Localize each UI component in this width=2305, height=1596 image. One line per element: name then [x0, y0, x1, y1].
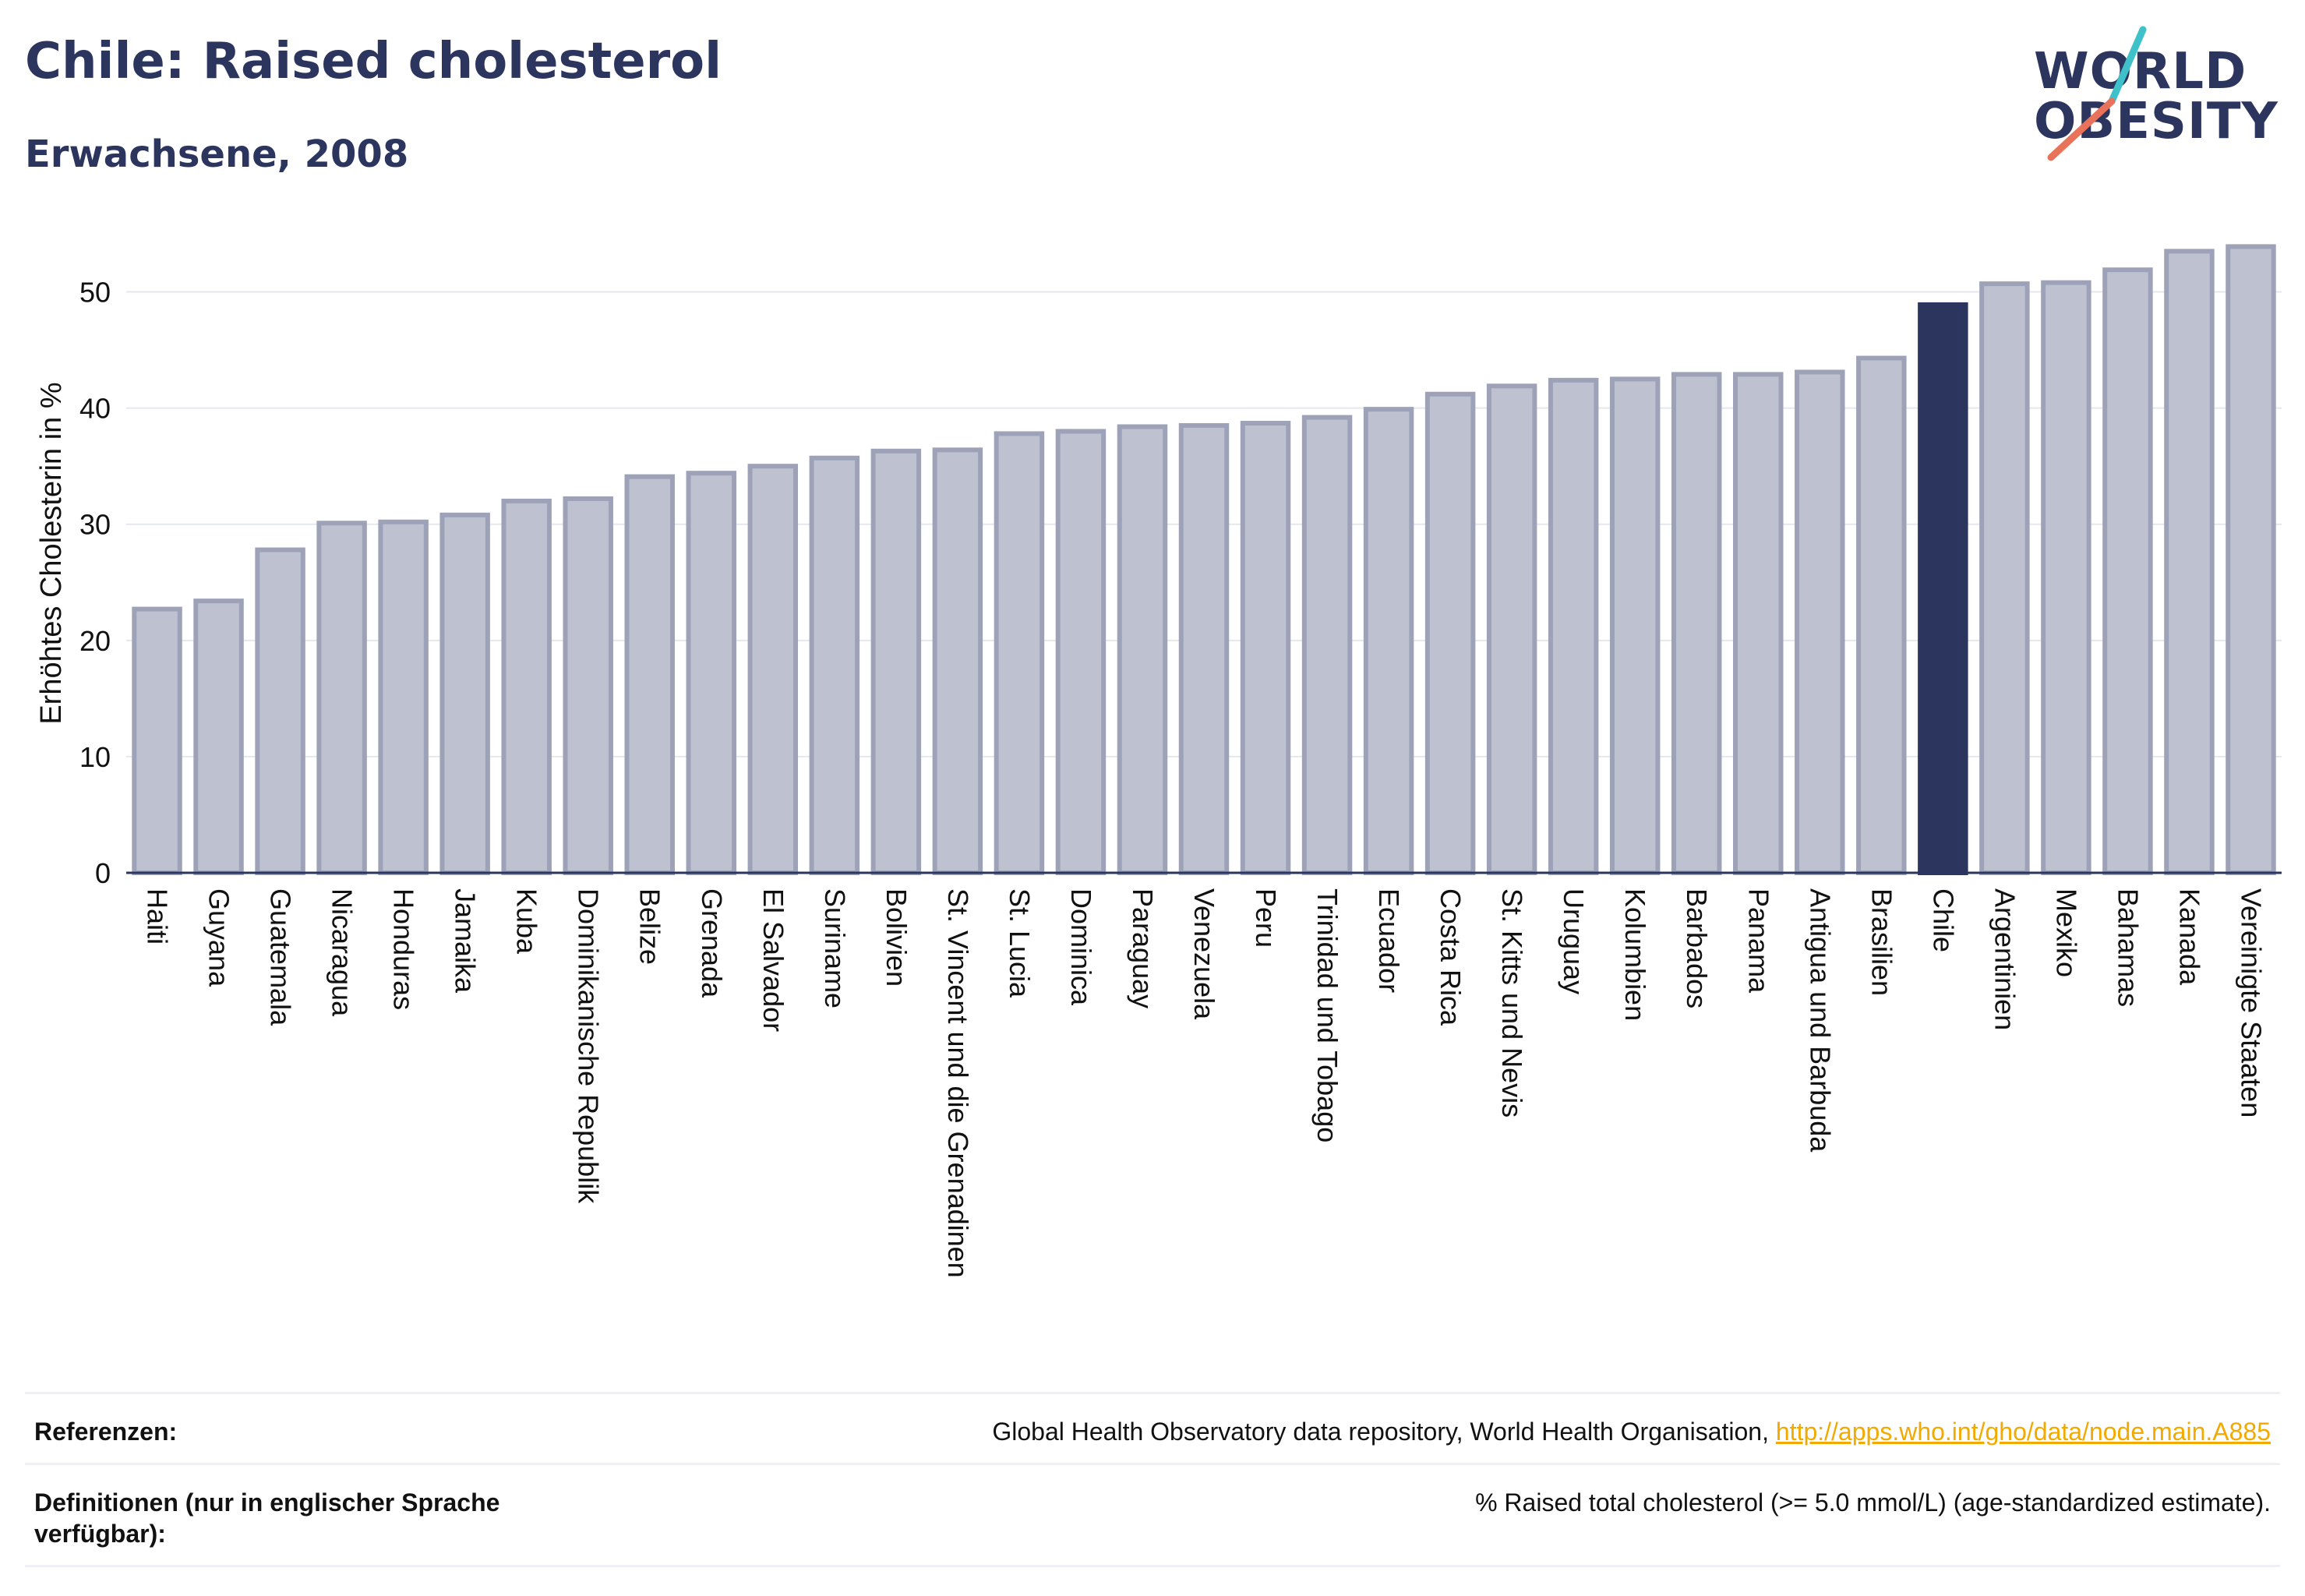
- chart-subtitle: Erwachsene, 2008: [25, 132, 409, 176]
- x-tick-label: Kolumbien: [1619, 888, 1651, 1021]
- y-tick-label: 0: [95, 857, 111, 889]
- bar: [1795, 369, 1845, 876]
- bar: [1733, 372, 1784, 875]
- x-tick-label: St. Kitts und Nevis: [1496, 888, 1528, 1118]
- y-tick-label: 10: [79, 741, 111, 773]
- bar: [1055, 429, 1107, 875]
- chart-title: Chile: Raised cholesterol: [25, 33, 722, 90]
- bar: [1671, 372, 1722, 875]
- x-tick-label: El Salvador: [757, 888, 789, 1032]
- x-tick-label: Guatemala: [265, 888, 297, 1026]
- x-tick-label: Chile: [1927, 888, 1959, 952]
- x-tick-label: Bahamas: [2112, 888, 2144, 1007]
- x-tick-label: Guyana: [203, 888, 235, 987]
- y-tick-label: 50: [79, 277, 111, 309]
- references-text: Global Health Observatory data repositor…: [992, 1418, 1776, 1446]
- x-tick-label: Peru: [1250, 888, 1282, 948]
- bar: [563, 496, 613, 875]
- bar: [316, 521, 367, 876]
- x-tick-label: Bolivien: [881, 888, 912, 987]
- bar: [747, 464, 799, 875]
- bar-chart: 0 10 20 30 40 50 Erhöhtes Cholesterin in % Hait…: [35, 244, 2282, 1278]
- y-tick-label: 30: [79, 509, 111, 541]
- x-tick-label: Antigua und Barbuda: [1804, 888, 1836, 1153]
- bar: [1609, 376, 1661, 875]
- bar: [501, 498, 552, 876]
- x-tick-label: Nicaragua: [327, 888, 358, 1017]
- bar: [193, 598, 244, 875]
- x-tick-label: Vereinigte Staaten: [2235, 888, 2267, 1118]
- bar: [132, 606, 182, 876]
- bar: [1363, 407, 1414, 875]
- y-tick-label: 40: [79, 393, 111, 425]
- x-tick-label: Suriname: [819, 888, 851, 1008]
- bar: [1918, 302, 1968, 876]
- world-obesity-logo: WORLD OBESITY: [2034, 23, 2283, 171]
- x-tick-label: St. Vincent und die Grenadinen: [942, 888, 974, 1278]
- x-tick-label: Dominica: [1065, 888, 1097, 1006]
- x-tick-label: Ecuador: [1373, 888, 1405, 993]
- x-tick-label: Paraguay: [1127, 888, 1159, 1008]
- references-link[interactable]: http://apps.who.int/gho/data/node.main.A…: [1775, 1418, 2271, 1446]
- x-tick-label: Kuba: [511, 888, 543, 955]
- bar: [1178, 423, 1230, 875]
- definitions-row: Definitionen (nur in englischer Sprache …: [25, 1463, 2280, 1567]
- x-tick-label: Costa Rica: [1435, 888, 1467, 1026]
- bar: [686, 471, 737, 875]
- bar: [1979, 281, 2030, 876]
- bar: [870, 448, 922, 875]
- x-tick-label: Jamaika: [450, 888, 482, 994]
- x-tick-label: St. Lucia: [1004, 888, 1036, 998]
- info-table: Referenzen: Global Health Observatory da…: [25, 1392, 2280, 1567]
- bar: [2226, 244, 2276, 875]
- bar: [1424, 391, 1476, 875]
- x-tick-label: Dominikanische Republik: [573, 888, 605, 1204]
- x-tick-label: Mexiko: [2050, 888, 2082, 977]
- bar: [1240, 421, 1291, 875]
- logo-line-1: WORLD: [2034, 43, 2247, 101]
- x-tick-label: Trinidad und Tobago: [1311, 888, 1343, 1142]
- definitions-value: % Raised total cholesterol (>= 5.0 mmol/…: [1475, 1488, 2271, 1517]
- x-tick-label: Grenada: [696, 888, 728, 998]
- x-tick-label: Brasilien: [1866, 888, 1897, 996]
- x-tick-label: Panama: [1742, 888, 1774, 994]
- bar: [378, 519, 429, 876]
- bar: [624, 474, 675, 875]
- logo-slash-icon: [2047, 26, 2147, 161]
- x-tick-label: Belize: [634, 888, 666, 965]
- references-value: Global Health Observatory data repositor…: [992, 1416, 2271, 1447]
- bar: [2102, 267, 2153, 875]
- x-tick-label: Kanada: [2173, 888, 2205, 986]
- bar: [1486, 383, 1537, 875]
- bar: [1548, 377, 1599, 875]
- definitions-label: Definitionen (nur in englischer Sprache …: [34, 1488, 500, 1548]
- references-row: Referenzen: Global Health Observatory da…: [25, 1392, 2280, 1463]
- bar: [932, 447, 983, 875]
- bar: [809, 455, 860, 875]
- bar: [2164, 249, 2215, 875]
- x-tick-label: Uruguay: [1558, 888, 1590, 994]
- bar: [1301, 415, 1353, 875]
- bar: [1117, 424, 1168, 875]
- bar: [2041, 280, 2091, 876]
- x-tick-label: Venezuela: [1188, 888, 1220, 1020]
- y-tick-label: 20: [79, 625, 111, 657]
- x-tick-label: Haiti: [142, 888, 174, 945]
- y-axis-title: Erhöhtes Cholesterin in %: [35, 382, 68, 724]
- x-tick-label: Barbados: [1681, 888, 1713, 1008]
- references-label: Referenzen:: [34, 1418, 178, 1446]
- bar: [255, 547, 305, 875]
- bar: [439, 512, 490, 875]
- x-tick-label: Honduras: [388, 888, 420, 1010]
- bar: [1856, 355, 1907, 875]
- x-tick-label: Argentinien: [1989, 888, 2021, 1030]
- bar: [994, 431, 1045, 875]
